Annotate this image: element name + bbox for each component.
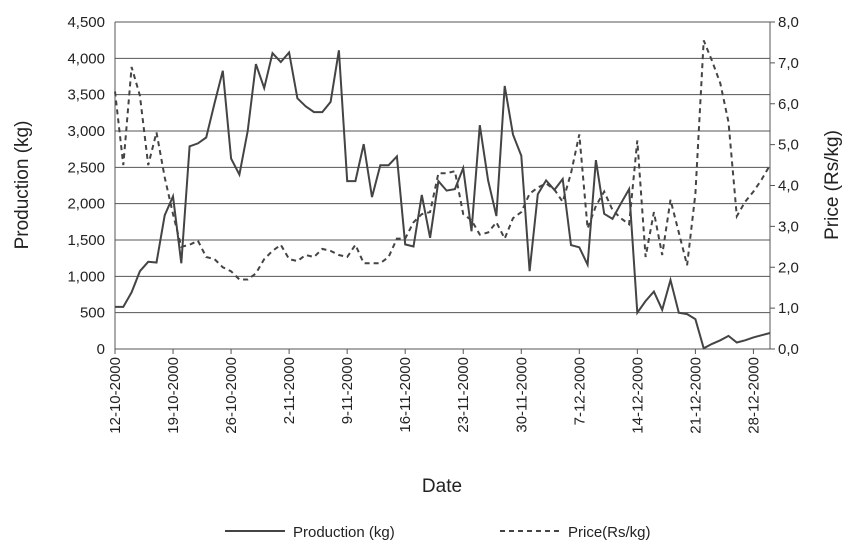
y-tick-label: 1,500 bbox=[67, 232, 105, 249]
y-tick-label: 2,000 bbox=[67, 196, 105, 213]
y-tick-label: 2,500 bbox=[67, 159, 105, 176]
x-tick-label: 23-11-2000 bbox=[455, 357, 472, 433]
y-tick-label: 1,000 bbox=[67, 268, 105, 285]
x-tick-label: 9-11-2000 bbox=[339, 357, 356, 424]
x-tick-label: 12-10-2000 bbox=[107, 357, 124, 434]
y-tick-label: 500 bbox=[80, 305, 105, 322]
x-tick-label: 7-12-2000 bbox=[571, 357, 588, 425]
x-tick-label: 16-11-2000 bbox=[397, 357, 414, 433]
series-line bbox=[114, 40, 771, 281]
y2-tick-label: 1,0 bbox=[778, 300, 799, 317]
y-tick-label: 0 bbox=[97, 341, 105, 358]
legend-label: Price(Rs/kg) bbox=[568, 524, 651, 541]
y-tick-label: 3,500 bbox=[67, 87, 105, 104]
series-line bbox=[115, 50, 771, 350]
y2-tick-label: 3,0 bbox=[778, 218, 799, 235]
x-tick-label: 19-10-2000 bbox=[165, 357, 182, 434]
x-tick-label: 2-11-2000 bbox=[281, 357, 298, 424]
x-tick-label: 26-10-2000 bbox=[223, 357, 240, 434]
legend-label: Production (kg) bbox=[293, 524, 395, 541]
y2-tick-label: 0,0 bbox=[778, 341, 799, 358]
x-tick-label: 14-12-2000 bbox=[629, 357, 646, 434]
x-tick-label: 30-11-2000 bbox=[513, 357, 530, 433]
y2-tick-label: 5,0 bbox=[778, 137, 799, 154]
x-tick-label: 28-12-2000 bbox=[745, 357, 762, 434]
y2-axis-title: Price (Rs/kg) bbox=[822, 130, 843, 240]
y-tick-label: 4,000 bbox=[67, 50, 105, 67]
y-tick-label: 3,000 bbox=[67, 123, 105, 140]
y2-tick-label: 4,0 bbox=[778, 178, 799, 195]
y2-tick-label: 6,0 bbox=[778, 96, 799, 113]
y-axis-title: Production (kg) bbox=[12, 121, 33, 250]
y-tick-label: 4,500 bbox=[67, 14, 105, 31]
y2-tick-label: 2,0 bbox=[778, 259, 799, 276]
x-axis-title: Date bbox=[422, 476, 462, 497]
x-tick-label: 21-12-2000 bbox=[687, 357, 704, 434]
y2-tick-label: 7,0 bbox=[778, 55, 799, 72]
y2-tick-label: 8,0 bbox=[778, 14, 799, 31]
